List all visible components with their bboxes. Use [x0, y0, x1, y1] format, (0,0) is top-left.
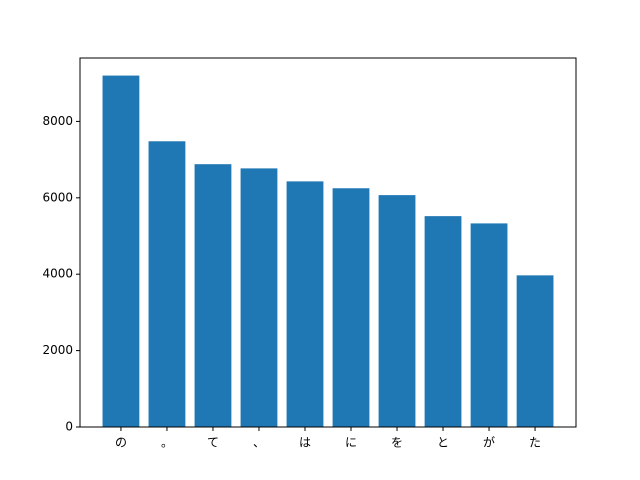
y-tick-label: 2000 — [42, 343, 73, 357]
bar — [148, 141, 186, 427]
bar — [424, 216, 462, 427]
x-tick-label: に — [345, 436, 357, 450]
bar — [102, 75, 140, 428]
bar — [516, 275, 554, 427]
x-tick-label: 。 — [161, 436, 173, 450]
x-tick-label: 、 — [253, 436, 265, 450]
bar — [332, 188, 370, 427]
bar — [240, 168, 278, 427]
x-tick-label: た — [529, 436, 541, 450]
y-tick-label: 8000 — [42, 114, 73, 128]
bar — [194, 164, 232, 427]
x-tick-label: て — [207, 436, 219, 450]
bar — [286, 181, 324, 427]
plot-frame — [79, 57, 577, 428]
y-tick-label: 0 — [65, 420, 73, 434]
x-tick-label: を — [391, 436, 403, 450]
y-tick-label: 4000 — [42, 267, 73, 281]
y-tick-label: 6000 — [42, 190, 73, 204]
bar — [378, 195, 416, 427]
bar — [470, 223, 508, 427]
x-tick-label: の — [115, 436, 127, 450]
x-tick-label: と — [437, 436, 449, 450]
x-tick-label: が — [483, 435, 495, 450]
x-tick-label: は — [299, 436, 311, 450]
